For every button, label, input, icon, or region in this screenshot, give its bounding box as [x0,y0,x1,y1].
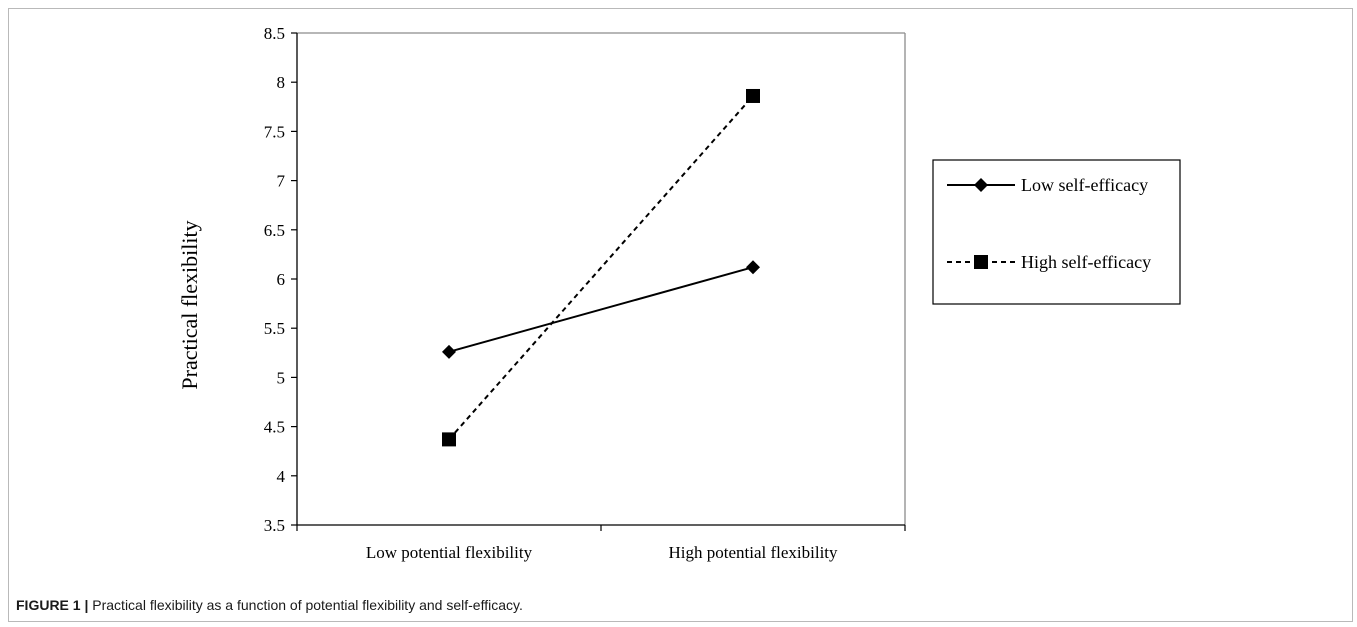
y-tick-label: 8.5 [264,24,285,43]
data-point [442,344,456,359]
series-line [448,95,754,441]
y-tick-label: 5 [277,368,286,387]
series-high-self-efficacy [442,88,760,447]
legend-label: Low self-efficacy [1021,175,1148,195]
series-line [448,266,754,353]
legend-label: High self-efficacy [1021,252,1151,272]
y-tick-label: 6.5 [264,221,285,240]
y-axis: 3.5 4 4.5 5 5.5 6 6.5 7 7.5 8 8.5 [264,24,906,535]
y-tick-label: 5.5 [264,319,285,338]
legend: Low self-efficacy High self-efficacy [932,159,1181,305]
data-point [746,260,760,275]
y-axis-title: Practical flexibility [177,220,202,389]
figure-caption-label: FIGURE 1 | [16,597,89,613]
y-tick-label: 7.5 [264,122,285,141]
y-tick-label: 7 [277,172,286,191]
x-axis: Low potential flexibility High potential … [296,524,906,562]
x-tick-label: High potential flexibility [668,543,838,562]
y-tick-label: 4.5 [264,418,285,437]
figure-caption-text: Practical flexibility as a function of p… [92,597,523,613]
data-point [746,88,760,103]
legend-marker [974,178,988,192]
x-tick-label: Low potential flexibility [366,543,533,562]
y-tick-label: 4 [277,467,286,486]
figure-caption: FIGURE 1 | Practical flexibility as a fu… [16,597,523,613]
series-layer [442,88,760,447]
y-tick-label: 3.5 [264,516,285,535]
y-tick-label: 8 [277,73,286,92]
y-tick-label: 6 [277,270,286,289]
legend-box [932,159,1181,305]
series-low-self-efficacy [442,260,760,359]
figure-frame [8,8,1353,622]
legend-marker [974,255,988,269]
data-point [442,432,456,447]
